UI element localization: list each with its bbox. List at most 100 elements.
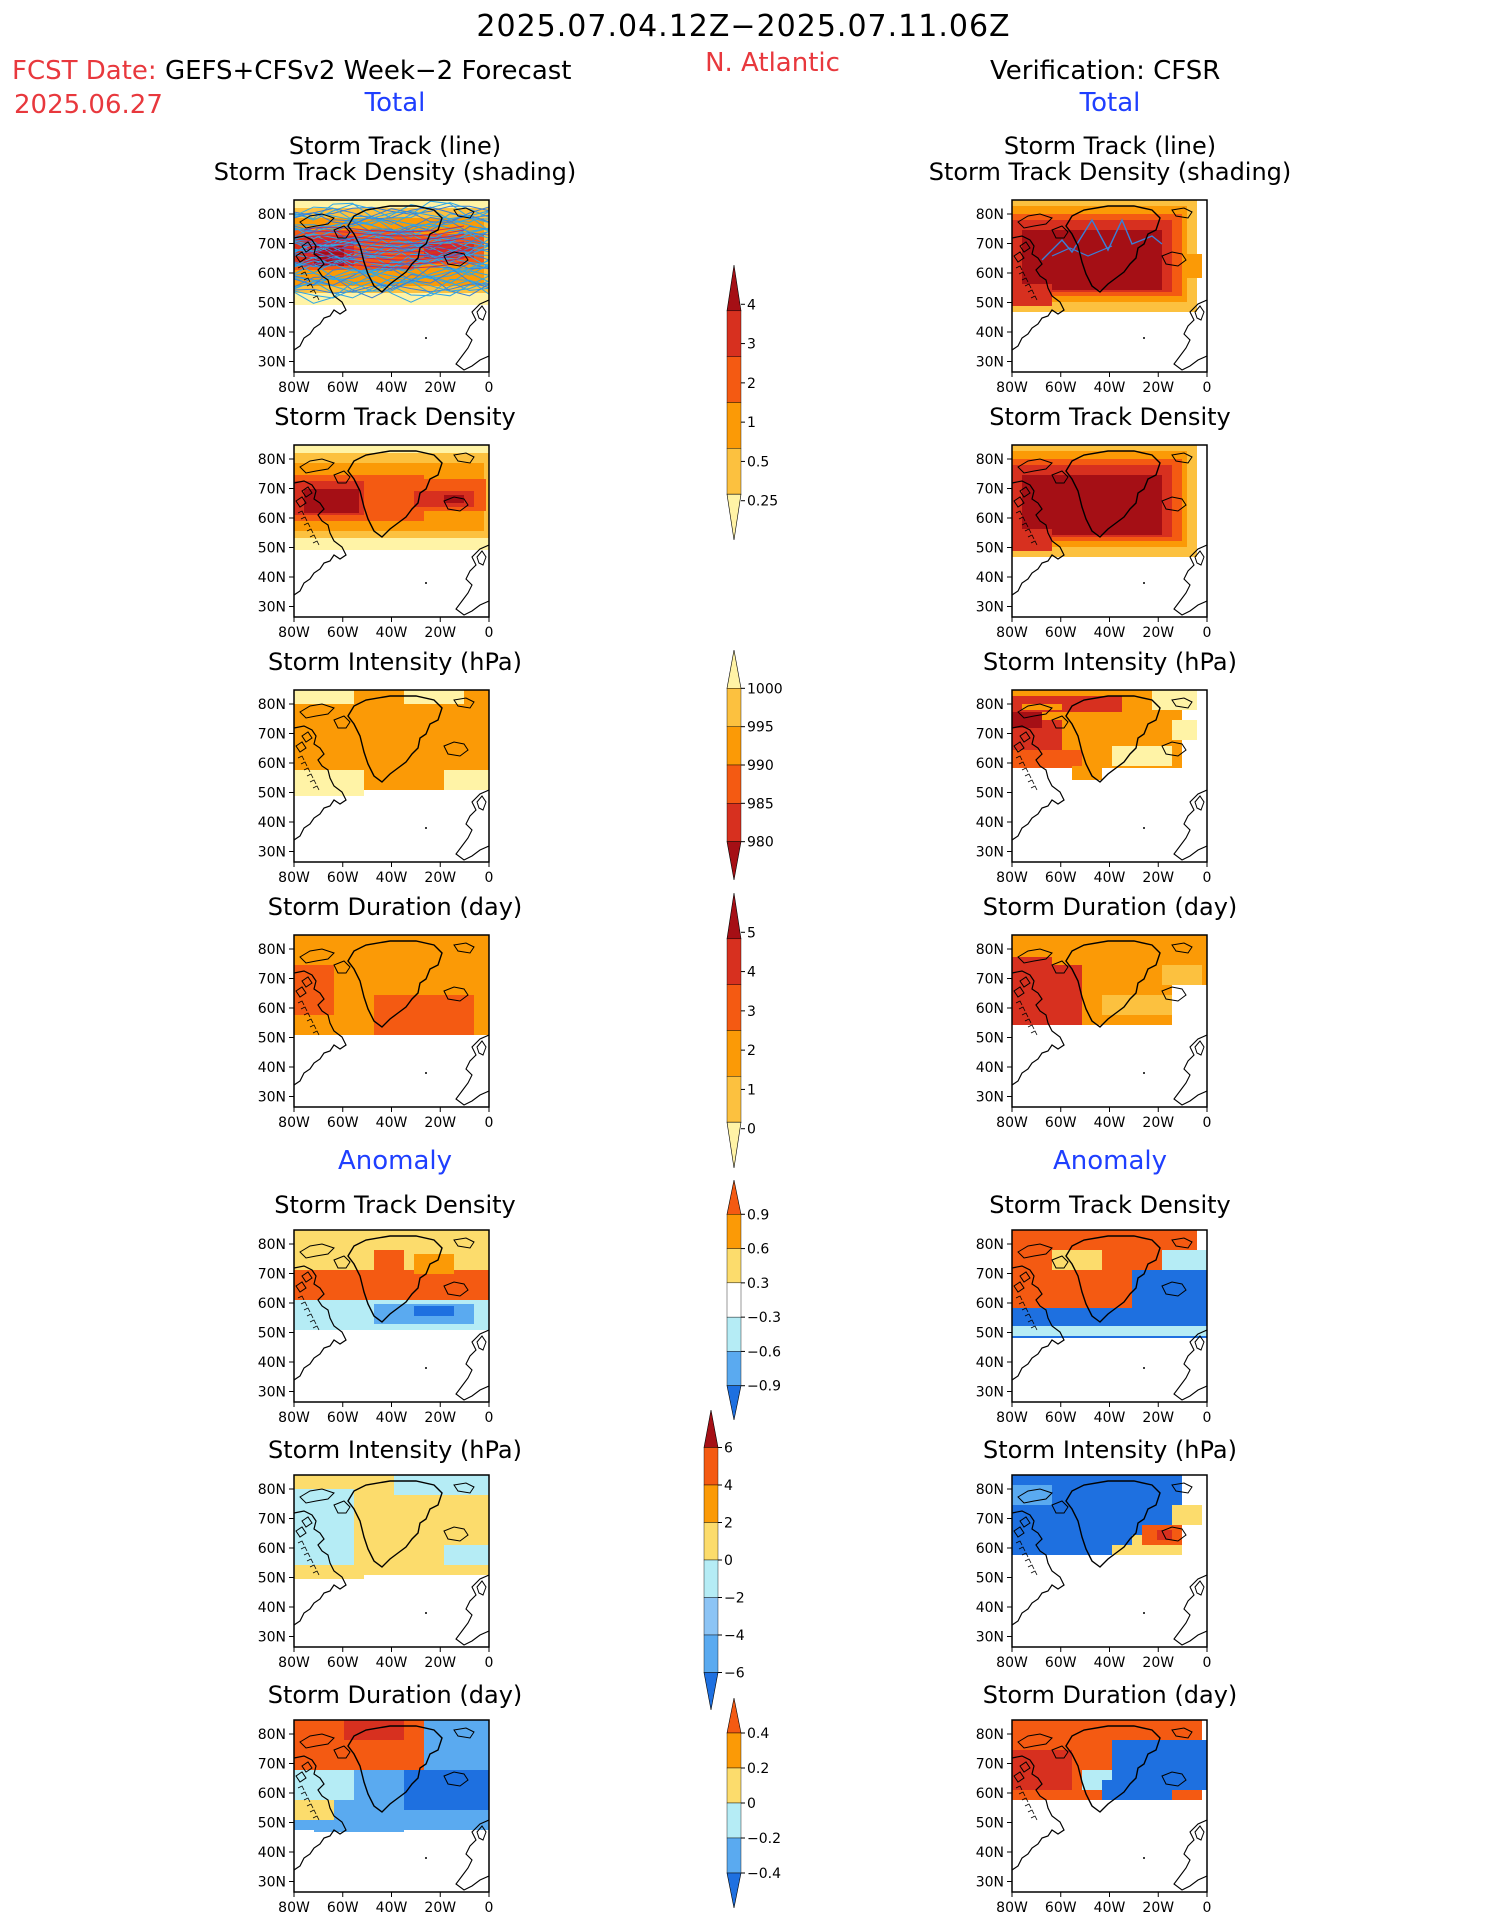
lon-tick-label: 80W [278,1115,310,1131]
panel-title-track-line-fcst: Storm Track (line) [288,132,502,160]
lat-tick-label: 40N [976,815,1004,831]
lat-tick-label: 80N [258,452,286,468]
forecast-info: FCST Date: GEFS+CFSv2 Week−2 Forecast [12,58,572,84]
lat-tick-label: 80N [976,697,1004,713]
lon-tick-label: 0 [485,625,494,641]
colorbar-label: −0.2 [747,1831,781,1847]
lat-tick-label: 50N [258,786,286,802]
lon-tick-label: 20W [424,625,456,641]
colorbar-label: 0.2 [747,1761,769,1777]
lat-tick-label: 70N [976,1757,1004,1773]
lat-tick-label: 30N [976,355,1004,371]
lat-tick-label: 70N [258,727,286,743]
colorbar-label: −2 [724,1591,745,1607]
colorbar-label: −6 [724,1666,745,1682]
panel-title-track-shading-verif: Storm Track Density (shading) [928,158,1292,186]
map-panel-intensity-anomaly-forecast: 80N 70N 60N 50N 40N 30N 80W 60W 40W 20W 0 [258,1474,493,1671]
lat-tick-label: 60N [258,511,286,527]
lon-tick-label: 20W [1142,1115,1174,1131]
lat-tick-label: 40N [976,1060,1004,1076]
panel-title-density-anom-verif: Storm Track Density [989,1191,1231,1219]
colorbar-label: 5 [747,925,756,941]
lat-tick-label: 60N [258,1541,286,1557]
lon-tick-label: 80W [996,625,1028,641]
lon-tick-label: 60W [1045,1115,1077,1131]
lon-tick-label: 0 [1203,1115,1212,1131]
panel-title-intensity-fcst: Storm Intensity (hPa) [268,648,522,676]
lon-tick-label: 0 [485,1900,494,1916]
lat-tick-label: 60N [976,511,1004,527]
lon-tick-label: 20W [424,380,456,396]
lat-tick-label: 80N [258,1727,286,1743]
lon-tick-label: 0 [485,870,494,886]
lat-tick-label: 30N [258,1385,286,1401]
lon-tick-label: 80W [996,1115,1028,1131]
colorbar-label: 0 [724,1553,733,1569]
lat-tick-label: 70N [976,1512,1004,1528]
lat-tick-label: 50N [976,1571,1004,1587]
lat-tick-label: 60N [258,266,286,282]
colorbar-label: 985 [747,796,774,812]
lat-tick-label: 70N [258,972,286,988]
lat-tick-label: 70N [976,1267,1004,1283]
colorbar-intensity-anomaly: 6 4 2 0 −2 −4 −6 [703,1409,745,1711]
panel-title-duration-anom-fcst: Storm Duration (day) [267,1681,523,1709]
lon-tick-label: 40W [1094,1900,1126,1916]
colorbar-label: −0.3 [747,1310,781,1326]
map-panel-duration-anomaly-verification: 80N 70N 60N 50N 40N 30N 80W 60W 40W 20W 0 [976,1719,1211,1916]
lat-tick-label: 60N [258,1296,286,1312]
lon-tick-label: 20W [424,1115,456,1131]
map-panel-density-forecast: 80N 70N 60N 50N 40N 30N 80W 60W 40W 20W 0 [258,444,494,641]
lat-tick-label: 30N [258,845,286,861]
map-panel-density-verification: 80N 70N 60N 50N 40N 30N 80W 60W 40W 20W 0 [976,444,1211,641]
lon-tick-label: 40W [376,1655,408,1671]
panel-title-intensity-anom-fcst: Storm Intensity (hPa) [268,1436,522,1464]
lon-tick-label: 80W [996,1410,1028,1426]
lon-tick-label: 80W [278,1410,310,1426]
lat-tick-label: 50N [976,296,1004,312]
lat-tick-label: 60N [258,756,286,772]
lon-tick-label: 60W [1045,625,1077,641]
lat-tick-label: 40N [258,1600,286,1616]
lon-tick-label: 40W [1094,870,1126,886]
colorbar-density-total: 4 3 2 1 0.5 0.25 [726,264,778,541]
lat-tick-label: 80N [976,452,1004,468]
lat-tick-label: 60N [976,1786,1004,1802]
map-panel-duration-forecast: 80N 70N 60N 50N 40N 30N 80W 60W 40W 20W 0 [258,934,493,1131]
map-panel-density-anomaly-forecast: 80N 70N 60N 50N 40N 30N 80W 60W 40W 20W 0 [258,1229,493,1426]
lat-tick-label: 30N [258,600,286,616]
lon-tick-label: 40W [376,1900,408,1916]
lon-tick-label: 60W [327,625,359,641]
colorbar-label: 0.3 [747,1276,769,1292]
lat-tick-label: 60N [976,266,1004,282]
lon-tick-label: 40W [1094,1655,1126,1671]
lat-tick-label: 50N [258,1326,286,1342]
lat-tick-label: 70N [258,1267,286,1283]
map-panel-intensity-verification: 80N 70N 60N 50N 40N 30N 80W 60W 40W 20W 0 [976,689,1211,886]
lat-tick-label: 80N [976,942,1004,958]
verification-label: Verification: CFSR [990,56,1221,86]
lat-tick-label: 30N [976,1875,1004,1891]
lon-tick-label: 40W [1094,625,1126,641]
lon-tick-label: 20W [424,1410,456,1426]
lon-tick-label: 0 [485,380,494,396]
colorbar-label: −0.4 [747,1866,781,1882]
main-title: 2025.07.04.12Z−2025.07.11.06Z [476,9,1011,44]
lat-tick-label: 40N [976,1845,1004,1861]
lon-tick-label: 0 [1203,1410,1212,1426]
forecast-model: GEFS+CFSv2 Week−2 Forecast [164,56,572,86]
lat-tick-label: 40N [258,325,286,341]
lat-tick-label: 30N [258,1875,286,1891]
section-total-forecast: Total [364,88,426,118]
colorbar-label: −4 [724,1628,745,1644]
lat-tick-label: 50N [976,786,1004,802]
lon-tick-label: 60W [327,1655,359,1671]
lon-tick-label: 40W [376,1410,408,1426]
lat-tick-label: 30N [258,355,286,371]
lat-tick-label: 30N [976,1090,1004,1106]
colorbar-label: 4 [747,297,756,313]
colorbar-label: 1 [747,1082,756,1098]
lon-tick-label: 20W [424,870,456,886]
lon-tick-label: 20W [424,1900,456,1916]
lon-tick-label: 60W [327,1900,359,1916]
